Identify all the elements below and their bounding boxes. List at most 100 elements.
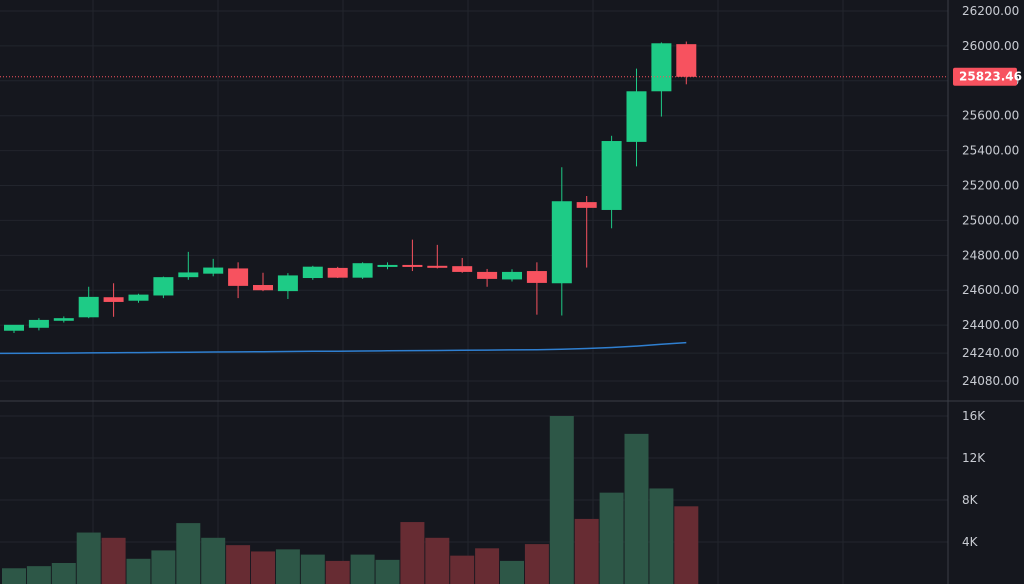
candle-body bbox=[427, 265, 448, 268]
volume-bar bbox=[674, 506, 699, 584]
candle-body bbox=[651, 43, 672, 92]
candle-up bbox=[28, 318, 49, 331]
candle-body bbox=[526, 271, 547, 283]
current-price-tag bbox=[953, 67, 1017, 86]
candle-body bbox=[203, 267, 224, 274]
candle-body bbox=[327, 267, 348, 278]
volume-bar bbox=[624, 433, 649, 584]
candle-down bbox=[427, 244, 448, 269]
candle-body bbox=[377, 264, 398, 267]
volume-bar bbox=[101, 537, 126, 584]
candle-up bbox=[203, 258, 224, 277]
candles bbox=[4, 41, 697, 334]
candle-body bbox=[601, 141, 622, 210]
candle-body bbox=[676, 44, 697, 77]
volume-bar bbox=[201, 537, 226, 584]
candle-down bbox=[327, 266, 348, 279]
volume-bar bbox=[300, 554, 325, 584]
candle-up bbox=[551, 167, 572, 316]
volume-tick-label: 12K bbox=[962, 451, 986, 465]
candle-body bbox=[576, 202, 597, 208]
candle-up bbox=[53, 316, 74, 323]
volume-bars bbox=[2, 416, 699, 584]
moving-average bbox=[0, 341, 687, 355]
volume-bar bbox=[2, 568, 26, 584]
candle-up bbox=[377, 262, 398, 270]
candle-body bbox=[402, 264, 423, 267]
candle-down bbox=[402, 239, 423, 272]
candle-up bbox=[302, 265, 323, 280]
candle-up bbox=[651, 42, 672, 117]
volume-bar bbox=[151, 550, 176, 584]
candle-body bbox=[178, 272, 199, 278]
price-tick-label: 24240.00 bbox=[962, 346, 1019, 360]
candle-down bbox=[676, 41, 697, 85]
current-price-label: 25823.46 bbox=[959, 70, 1022, 84]
candle-up bbox=[178, 251, 199, 280]
volume-bar bbox=[375, 559, 400, 584]
candle-body bbox=[452, 266, 473, 272]
candle-body bbox=[253, 285, 273, 291]
price-tick-label: 24080.00 bbox=[962, 374, 1019, 388]
candle-body bbox=[502, 271, 522, 280]
volume-bar bbox=[450, 555, 475, 584]
volume-tick-label: 8K bbox=[962, 493, 979, 507]
price-axis[interactable]: 26200.0026000.0025800.0025600.0025400.00… bbox=[953, 4, 1022, 549]
candle-body bbox=[53, 318, 74, 321]
candle-up bbox=[78, 286, 99, 319]
candle-body bbox=[4, 324, 24, 331]
volume-bar bbox=[275, 549, 300, 584]
volume-bar bbox=[524, 544, 549, 584]
volume-bar bbox=[26, 566, 51, 584]
candle-body bbox=[352, 263, 373, 278]
candle-down bbox=[452, 257, 473, 273]
volume-tick-label: 16K bbox=[962, 409, 986, 423]
volume-bar bbox=[51, 563, 76, 584]
price-tick-label: 25200.00 bbox=[962, 179, 1019, 193]
candle-down bbox=[526, 262, 547, 315]
volume-bar bbox=[176, 523, 201, 584]
candle-body bbox=[103, 297, 124, 302]
candle-body bbox=[28, 319, 49, 328]
price-tick-label: 24400.00 bbox=[962, 318, 1019, 332]
candle-up bbox=[153, 276, 174, 299]
volume-bar bbox=[574, 518, 599, 584]
candle-up bbox=[626, 68, 647, 167]
candle-body bbox=[78, 296, 99, 318]
volume-bar bbox=[76, 532, 101, 584]
candle-down bbox=[103, 283, 124, 317]
candle-up bbox=[277, 273, 298, 299]
candle-down bbox=[477, 268, 498, 287]
price-tick-label: 25000.00 bbox=[962, 213, 1019, 227]
price-tick-label: 26200.00 bbox=[962, 4, 1019, 18]
volume-bar bbox=[251, 551, 275, 584]
candle-up bbox=[128, 293, 149, 303]
candle-body bbox=[277, 275, 298, 292]
candle-body bbox=[228, 268, 249, 286]
candle-up bbox=[352, 262, 373, 279]
candle-down bbox=[253, 272, 273, 292]
candle-body bbox=[551, 201, 572, 284]
price-tick-label: 25600.00 bbox=[962, 109, 1019, 123]
candle-body bbox=[302, 266, 323, 279]
volume-tick-label: 4K bbox=[962, 535, 979, 549]
volume-bar bbox=[549, 416, 574, 584]
price-tick-label: 26000.00 bbox=[962, 39, 1019, 53]
volume-bar bbox=[599, 492, 624, 584]
candle-body bbox=[153, 277, 174, 296]
volume-bar bbox=[649, 488, 674, 584]
candle-down bbox=[576, 196, 597, 268]
moving-average-line bbox=[0, 341, 687, 355]
price-tick-label: 25400.00 bbox=[962, 144, 1019, 158]
candle-up bbox=[601, 135, 622, 229]
candle-body bbox=[477, 271, 498, 279]
volume-bar bbox=[126, 558, 151, 584]
candle-body bbox=[128, 294, 149, 301]
volume-bar bbox=[425, 537, 450, 584]
price-tick-label: 24600.00 bbox=[962, 283, 1019, 297]
price-tick-label: 24800.00 bbox=[962, 248, 1019, 262]
volume-bar bbox=[325, 560, 350, 584]
volume-bar bbox=[400, 522, 425, 584]
